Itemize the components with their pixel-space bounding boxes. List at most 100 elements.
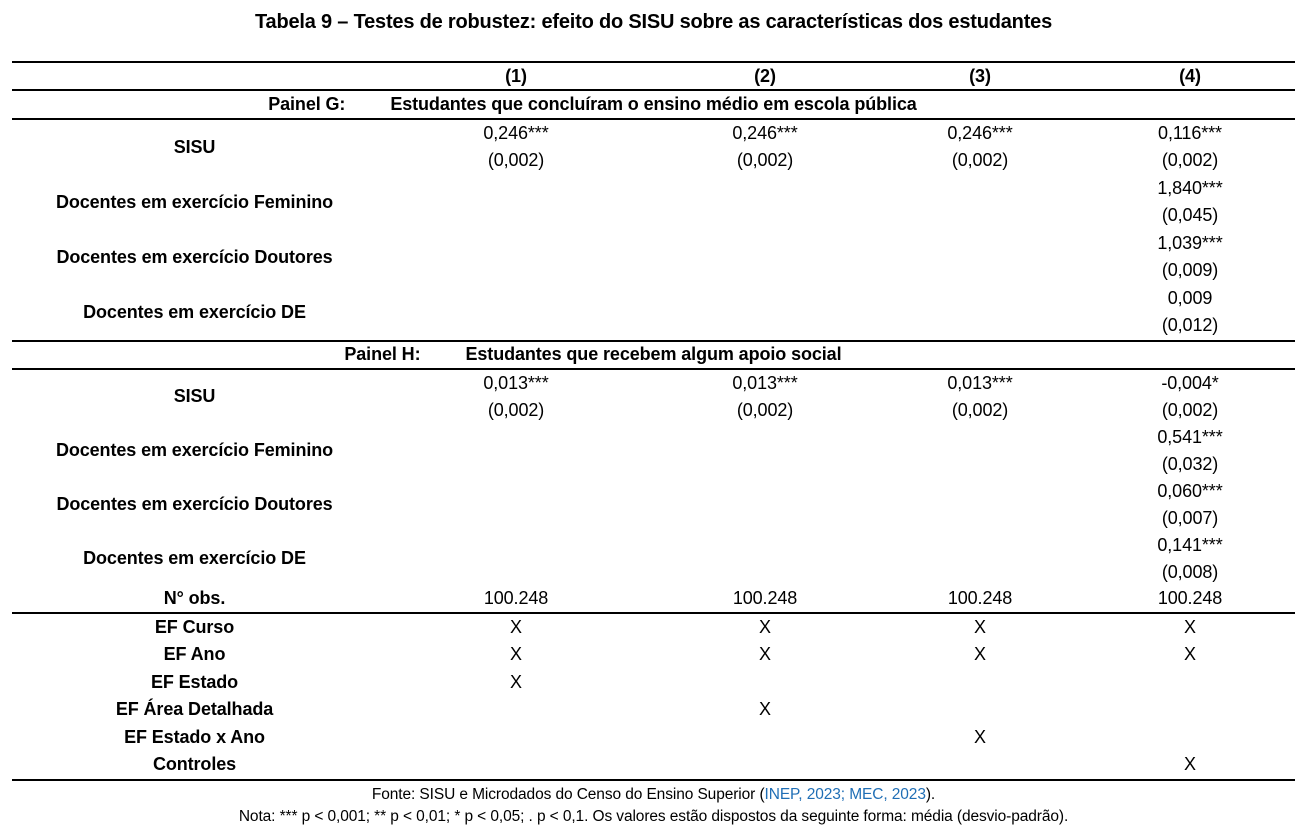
coef-cell (655, 424, 875, 478)
x-mark: X (1184, 644, 1196, 665)
coef-estimate: 0,009 (1167, 288, 1213, 309)
x-mark: X (759, 644, 771, 665)
fe-row-estado-x-ano: EF Estado x Ano X (12, 724, 1295, 752)
table-footer: Fonte: SISU e Microdados do Censo do Ens… (0, 784, 1307, 828)
rule-top (12, 61, 1295, 63)
coef-cell (875, 230, 1085, 285)
panel-h-description: Estudantes que recebem algum apoio socia… (465, 344, 842, 365)
coef-cell: 0,246*** (0,002) (377, 120, 655, 175)
fe-row-ano: EF Ano X X X X (12, 641, 1295, 669)
obs-value: 100.248 (483, 588, 549, 609)
coef-estimate: 1,840*** (1157, 178, 1223, 199)
coef-se: (0,002) (951, 150, 1009, 171)
fonte-line: Fonte: SISU e Microdados do Censo do Ens… (0, 784, 1307, 806)
row-label: EF Curso (154, 616, 235, 637)
coef-estimate: 0,541*** (1157, 426, 1223, 447)
row-label: Docentes em exercício DE (83, 301, 306, 322)
row-label: Docentes em exercício Feminino (55, 191, 334, 212)
coef-cell (377, 175, 655, 230)
coef-estimate: 0,116*** (1158, 123, 1222, 144)
coef-cell: 0,009 (0,012) (1085, 285, 1295, 340)
coef-cell (655, 532, 875, 586)
coef-cell (377, 424, 655, 478)
coef-cell: 0,013*** (0,002) (875, 370, 1085, 424)
coef-cell (377, 532, 655, 586)
table-row-doutores-h: Docentes em exercício Doutores 0,060*** … (12, 478, 1295, 532)
x-mark: X (510, 644, 522, 665)
row-label: EF Estado (150, 671, 239, 692)
row-label: Controles (152, 754, 237, 775)
coef-estimate: 0,013*** (732, 372, 798, 393)
rule-under-header (12, 89, 1295, 91)
coef-estimate: 0,060*** (1157, 480, 1223, 501)
coef-se: (0,045) (1161, 205, 1219, 226)
coef-cell (655, 478, 875, 532)
table-row-sisu-h: SISU 0,013*** (0,002) 0,013*** (0,002) 0… (12, 370, 1295, 424)
coef-cell: 0,246*** (0,002) (875, 120, 1085, 175)
row-label: Docentes em exercício Feminino (55, 440, 334, 461)
coef-estimate: 0,141*** (1157, 534, 1223, 555)
row-label: Docentes em exercício Doutores (56, 494, 333, 515)
nota-line: Nota: *** p < 0,001; ** p < 0,01; * p < … (238, 807, 1069, 825)
coef-estimate: 0,246*** (483, 123, 549, 144)
coef-cell: 0,141*** (0,008) (1085, 532, 1295, 586)
coef-se: (0,008) (1161, 561, 1219, 582)
coef-se: (0,002) (1161, 150, 1219, 171)
fonte-text-suffix: ). (925, 785, 936, 803)
table-row-feminino-h: Docentes em exercício Feminino 0,541*** … (12, 424, 1295, 478)
panel-h-header: Painel H: Estudantes que recebem algum a… (12, 342, 1295, 368)
column-header-row: (1) (2) (3) (4) (12, 63, 1295, 89)
coef-cell: 0,541*** (0,032) (1085, 424, 1295, 478)
x-mark: X (759, 616, 771, 637)
table-row-de-h: Docentes em exercício DE 0,141*** (0,008… (12, 532, 1295, 586)
coef-cell: 0,013*** (0,002) (377, 370, 655, 424)
coef-cell (377, 285, 655, 340)
row-label: N° obs. (163, 588, 226, 609)
coef-cell: 1,039*** (0,009) (1085, 230, 1295, 285)
coef-se: (0,002) (736, 150, 794, 171)
x-mark: X (759, 699, 771, 720)
table-row-doutores-g: Docentes em exercício Doutores 1,039*** … (12, 230, 1295, 285)
observations-row: N° obs. 100.248 100.248 100.248 100.248 (12, 586, 1295, 612)
table-row-sisu-g: SISU 0,246*** (0,002) 0,246*** (0,002) 0… (12, 120, 1295, 175)
coef-estimate: 0,246*** (947, 123, 1013, 144)
column-header-3: (3) (969, 65, 991, 86)
coef-estimate: 0,013*** (483, 372, 549, 393)
panel-g-label: Painel G: (268, 93, 346, 114)
obs-value: 100.248 (1157, 588, 1223, 609)
row-label: SISU (173, 386, 216, 407)
rule-under-panel-g (12, 117, 1295, 120)
row-label: SISU (173, 136, 216, 157)
row-label: EF Área Detalhada (115, 699, 274, 720)
panel-g-header: Painel G: Estudantes que concluíram o en… (12, 91, 1295, 118)
coef-cell (875, 285, 1085, 340)
column-header-4: (4) (1179, 65, 1201, 86)
row-label: EF Ano (163, 644, 226, 665)
column-header-2: (2) (754, 65, 776, 86)
coef-cell: 0,116*** (0,002) (1085, 120, 1295, 175)
rule-bottom (12, 778, 1295, 781)
results-table: (1) (2) (3) (4) Painel G: Estudantes que… (12, 61, 1295, 781)
fonte-citation-link[interactable]: INEP, 2023; MEC, 2023 (764, 785, 926, 803)
coef-estimate: -0,004* (1161, 372, 1219, 393)
rule-above-panel-h (12, 339, 1295, 342)
coef-cell: 1,840*** (0,045) (1085, 175, 1295, 230)
row-label: Docentes em exercício Doutores (56, 246, 333, 267)
column-header-1: (1) (505, 65, 527, 86)
coef-cell (655, 285, 875, 340)
coef-cell (875, 478, 1085, 532)
coef-se: (0,002) (487, 150, 545, 171)
coef-cell: 0,060*** (0,007) (1085, 478, 1295, 532)
coef-cell: -0,004* (0,002) (1085, 370, 1295, 424)
table-row-feminino-g: Docentes em exercício Feminino 1,840*** … (12, 175, 1295, 230)
coef-se: (0,002) (487, 399, 545, 420)
coef-se: (0,002) (736, 399, 794, 420)
x-mark: X (974, 726, 986, 747)
x-mark: X (1184, 616, 1196, 637)
coef-se: (0,012) (1161, 315, 1219, 336)
coef-cell: 0,246*** (0,002) (655, 120, 875, 175)
row-label: Docentes em exercício DE (83, 548, 306, 569)
coef-estimate: 1,039*** (1157, 233, 1223, 254)
fe-row-controles: Controles X (12, 751, 1295, 779)
